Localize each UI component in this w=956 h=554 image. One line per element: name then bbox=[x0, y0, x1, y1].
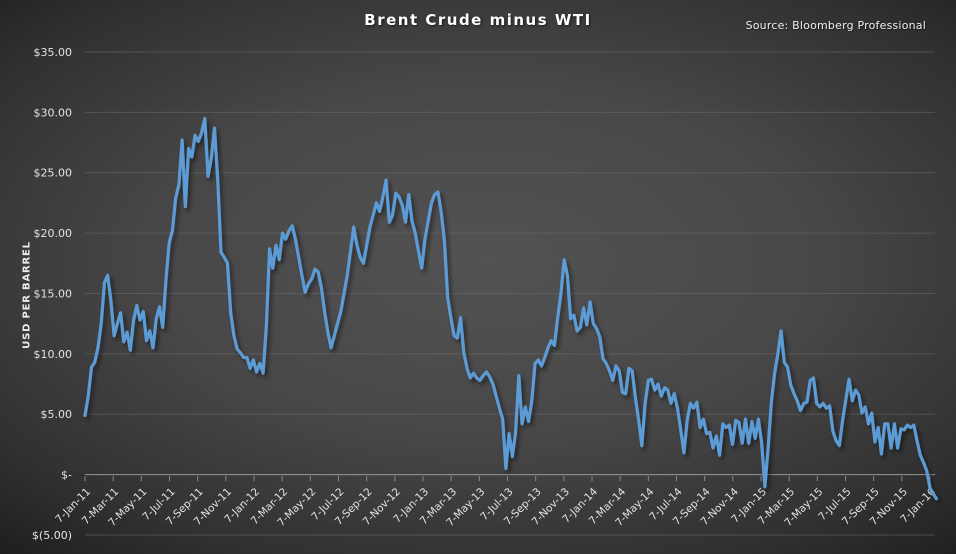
x-axis bbox=[84, 476, 931, 482]
y-axis-title: USD PER BARREL bbox=[21, 241, 33, 349]
y-tick-label: $5.00 bbox=[41, 408, 73, 421]
y-tick-label: $(5.00) bbox=[32, 529, 72, 542]
y-tick-label: $10.00 bbox=[34, 348, 73, 361]
brent-wti-spread-line bbox=[83, 116, 939, 501]
source-label: Source: Bloomberg Professional bbox=[745, 19, 926, 32]
y-tick-label: $25.00 bbox=[34, 167, 73, 180]
y-tick-label: $35.00 bbox=[34, 46, 73, 59]
x-axis-labels: 7-Jan-117-Mar-117-May-117-Jul-117-Sep-11… bbox=[53, 486, 938, 529]
y-axis-labels: $35.00 $30.00 $25.00 $20.00 $15.00 $10.00 $5.0… bbox=[32, 46, 72, 542]
chart-title: Brent Crude minus WTI bbox=[364, 11, 592, 29]
y-tick-label: $20.00 bbox=[34, 227, 73, 240]
data-series bbox=[83, 116, 939, 501]
y-tick-label: $- bbox=[61, 469, 72, 482]
y-tick-label: $15.00 bbox=[34, 287, 73, 300]
gridlines bbox=[85, 51, 935, 536]
y-tick-label: $30.00 bbox=[34, 106, 73, 119]
